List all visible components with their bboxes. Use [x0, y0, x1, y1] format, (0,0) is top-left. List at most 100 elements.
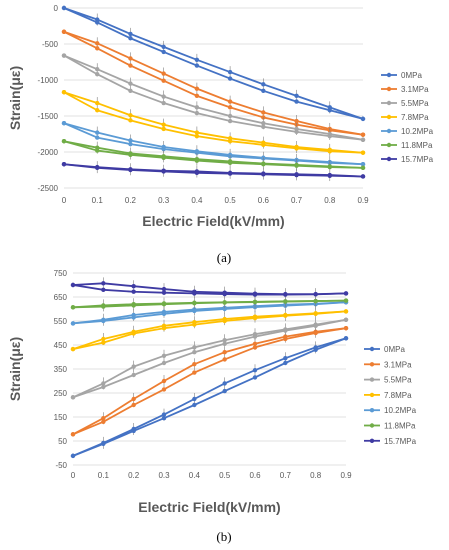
legend-marker-a-5: [386, 142, 392, 148]
legend-marker-b-0: [369, 346, 375, 352]
data-point-b-3-down-4: [192, 322, 197, 327]
y-tick-label-b-2: 550: [54, 317, 68, 326]
data-point-a-4-down-0: [61, 121, 67, 126]
data-point-a-2-down-4: [194, 110, 200, 116]
x-axis-title-a: Electric Field(kV/mm): [142, 213, 284, 229]
data-point-b-0-down-1: [101, 441, 106, 447]
data-point-a-0-up-2: [128, 31, 133, 37]
series-line-a-2-down: [63, 54, 364, 141]
x-tick-label-b-3: 0.3: [158, 471, 170, 480]
data-point-a-6-down-2: [128, 167, 133, 173]
data-point-a-6-down-5: [227, 171, 233, 176]
legend-marker-a-6: [386, 156, 392, 162]
data-point-a-5-down-1: [95, 148, 100, 153]
legend-label-b-1: 3.1MPa: [384, 360, 412, 369]
data-point-b-6-down-4: [192, 291, 197, 296]
data-point-b-4-down-2: [131, 315, 136, 320]
x-tick-label-b-2: 0.2: [128, 471, 140, 480]
series-line-a-3-up: [63, 91, 364, 154]
legend-marker-b-2: [369, 377, 375, 382]
data-point-a-1-down-0: [61, 29, 67, 34]
data-point-a-5-down-0: [61, 139, 67, 144]
x-tick-label-a-3: 0.3: [158, 196, 170, 205]
data-point-a-3-down-9: [360, 150, 366, 155]
data-point-b-3-down-3: [161, 326, 167, 331]
data-point-b-0-down-5: [222, 388, 227, 394]
data-point-a-0-down-1: [95, 20, 100, 25]
series-line-a-0-down: [63, 7, 364, 120]
data-point-b-0-down-4: [192, 402, 197, 408]
legend-label-a-1: 3.1MPa: [401, 85, 429, 94]
caption-a: (a): [217, 250, 231, 265]
series-line-a-3-down: [63, 91, 364, 154]
y-tick-label-b-8: -50: [55, 461, 67, 470]
series-line-b-2-up: [72, 318, 347, 399]
x-tick-label-a-2: 0.2: [125, 196, 137, 205]
x-tick-label-a-0: 0: [62, 196, 67, 205]
data-point-b-0-up-4: [192, 396, 197, 402]
legend-marker-b-6: [369, 438, 375, 443]
x-tick-label-b-9: 0.9: [340, 471, 352, 480]
data-point-a-5-down-2: [128, 152, 133, 158]
y-axis-title-a: Strain(με): [7, 66, 23, 130]
chart-panel-b: 750 650 550 450 350 250 150 50 -50 0 0.1 0.2 0.3 0.4 0…: [7, 269, 417, 515]
data-point-a-0-down-3: [161, 49, 166, 55]
y-tick-label-b-6: 150: [54, 413, 68, 422]
data-point-a-2-down-5: [227, 118, 233, 124]
series-line-b-6-down: [72, 284, 347, 296]
data-point-b-6-down-5: [222, 291, 227, 297]
data-point-a-5-down-5: [227, 160, 233, 165]
data-point-a-6-down-4: [194, 170, 200, 176]
data-point-a-0-down-5: [227, 76, 233, 81]
data-point-a-6-down-3: [161, 169, 166, 174]
data-point-b-5-down-2: [131, 303, 136, 308]
data-point-a-3-down-0: [61, 90, 67, 95]
data-point-b-5-down-0: [70, 305, 76, 310]
data-point-a-2-up-2: [128, 81, 133, 86]
data-point-a-5-down-9: [360, 165, 366, 171]
x-tick-label-b-4: 0.4: [189, 471, 201, 480]
legend-label-b-5: 11.8MPa: [384, 422, 416, 431]
data-point-b-0-down-0: [70, 453, 76, 459]
data-point-a-5-down-6: [261, 162, 266, 167]
series-line-b-0-up: [72, 337, 347, 457]
data-point-a-3-up-3: [161, 122, 166, 127]
data-point-a-0-down-6: [261, 88, 266, 94]
data-point-a-3-down-2: [128, 118, 133, 123]
series-line-b-6-up: [72, 282, 347, 296]
data-point-b-6-up-2: [131, 284, 136, 289]
data-point-a-2-down-7: [294, 129, 299, 135]
y-tick-label-a-2: -1000: [38, 76, 59, 85]
data-point-b-4-down-4: [192, 308, 197, 314]
data-point-b-4-down-5: [222, 306, 227, 312]
series-line-b-0-down: [72, 337, 347, 457]
y-tick-label-b-3: 450: [54, 341, 68, 350]
x-tick-label-b-1: 0.1: [98, 471, 110, 480]
legend-label-a-0: 0MPa: [401, 71, 422, 80]
data-point-a-0-up-7: [294, 93, 299, 99]
data-point-a-2-up-6: [261, 121, 266, 126]
data-point-a-2-down-6: [261, 124, 266, 129]
data-point-a-2-down-1: [95, 72, 100, 77]
data-point-b-5-down-8: [313, 298, 318, 304]
legend-marker-a-0: [386, 72, 392, 78]
series-line-a-4-down: [63, 122, 364, 166]
data-point-a-3-down-7: [294, 146, 299, 151]
data-point-b-1-down-8: [313, 330, 318, 336]
x-tick-label-b-6: 0.6: [249, 471, 261, 480]
data-point-a-5-down-7: [294, 163, 299, 168]
legend-marker-b-5: [369, 423, 375, 428]
data-point-b-0-down-6: [252, 375, 258, 380]
data-point-a-1-up-5: [227, 99, 233, 104]
data-point-a-0-up-6: [261, 82, 266, 87]
data-point-a-4-down-1: [95, 135, 100, 140]
legend-label-a-5: 11.8MPa: [401, 141, 433, 150]
series-line-a-2-up: [63, 54, 364, 141]
y-tick-label-a-0: 0: [54, 4, 59, 13]
series-line-b-2-down: [72, 318, 347, 399]
data-point-b-3-down-2: [131, 331, 136, 336]
data-point-b-3-down-0: [70, 346, 76, 352]
data-point-b-6-down-6: [252, 292, 258, 297]
